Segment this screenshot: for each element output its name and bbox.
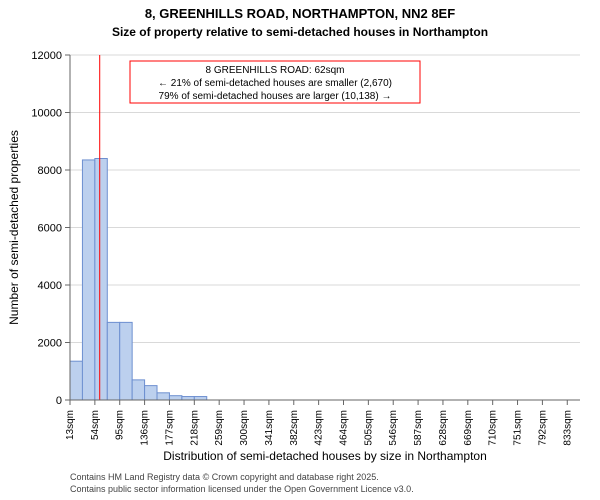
x-axis-label: Distribution of semi-detached houses by … (163, 449, 487, 463)
histogram-bar (157, 393, 169, 400)
svg-text:0: 0 (56, 395, 62, 407)
histogram-bar (82, 160, 94, 400)
svg-text:4000: 4000 (38, 280, 62, 292)
histogram-bar (120, 322, 132, 400)
annotation-box: 8 GREENHILLS ROAD: 62sqm ← 21% of semi-d… (130, 61, 420, 103)
svg-text:218sqm: 218sqm (189, 410, 200, 446)
svg-text:13sqm: 13sqm (65, 410, 76, 440)
histogram-bar (107, 322, 119, 400)
svg-text:10000: 10000 (31, 108, 62, 120)
histogram-svg: 8, GREENHILLS ROAD, NORTHAMPTON, NN2 8EF… (0, 0, 600, 500)
footer-line2: Contains public sector information licen… (70, 484, 414, 494)
svg-text:710sqm: 710sqm (488, 410, 499, 446)
x-axis: 13sqm 54sqm 95sqm 136sqm 177sqm 218sqm 259sqm 3… (65, 400, 580, 446)
svg-text:54sqm: 54sqm (90, 410, 101, 440)
annotation-line2: ← 21% of semi-detached houses are smalle… (158, 78, 392, 89)
svg-text:259sqm: 259sqm (214, 410, 225, 446)
svg-text:300sqm: 300sqm (239, 410, 250, 446)
chart-subtitle: Size of property relative to semi-detach… (112, 25, 488, 39)
histogram-bar (182, 397, 194, 400)
svg-text:12000: 12000 (31, 50, 62, 62)
svg-text:628sqm: 628sqm (438, 410, 449, 446)
histogram-bar (132, 380, 144, 400)
histogram-bars (70, 159, 207, 401)
histogram-bar (70, 361, 82, 400)
svg-text:177sqm: 177sqm (164, 410, 175, 446)
y-axis: 0 2000 4000 6000 8000 10000 12000 (31, 50, 70, 407)
svg-text:6000: 6000 (38, 223, 62, 235)
svg-text:95sqm: 95sqm (115, 410, 126, 440)
svg-text:792sqm: 792sqm (537, 410, 548, 446)
histogram-bar (145, 386, 157, 400)
annotation-line3: 79% of semi-detached houses are larger (… (159, 91, 392, 102)
histogram-bar (194, 397, 206, 400)
chart-title: 8, GREENHILLS ROAD, NORTHAMPTON, NN2 8EF (145, 6, 455, 21)
svg-text:669sqm: 669sqm (463, 410, 474, 446)
annotation-line1: 8 GREENHILLS ROAD: 62sqm (206, 65, 345, 76)
svg-text:8000: 8000 (38, 165, 62, 177)
gridlines (70, 55, 580, 400)
histogram-bar (95, 159, 107, 401)
svg-text:833sqm: 833sqm (562, 410, 573, 446)
svg-text:587sqm: 587sqm (413, 410, 424, 446)
svg-text:751sqm: 751sqm (513, 410, 524, 446)
svg-text:546sqm: 546sqm (388, 410, 399, 446)
y-axis-label: Number of semi-detached properties (7, 130, 21, 325)
histogram-bar (169, 396, 181, 400)
svg-text:136sqm: 136sqm (140, 410, 151, 446)
footer-line1: Contains HM Land Registry data © Crown c… (70, 472, 379, 482)
svg-text:505sqm: 505sqm (363, 410, 374, 446)
chart-container: { "chart": { "type": "histogram", "width… (0, 0, 600, 500)
svg-text:464sqm: 464sqm (338, 410, 349, 446)
svg-text:2000: 2000 (38, 338, 62, 350)
svg-text:341sqm: 341sqm (264, 410, 275, 446)
svg-text:423sqm: 423sqm (314, 410, 325, 446)
svg-text:382sqm: 382sqm (289, 410, 300, 446)
